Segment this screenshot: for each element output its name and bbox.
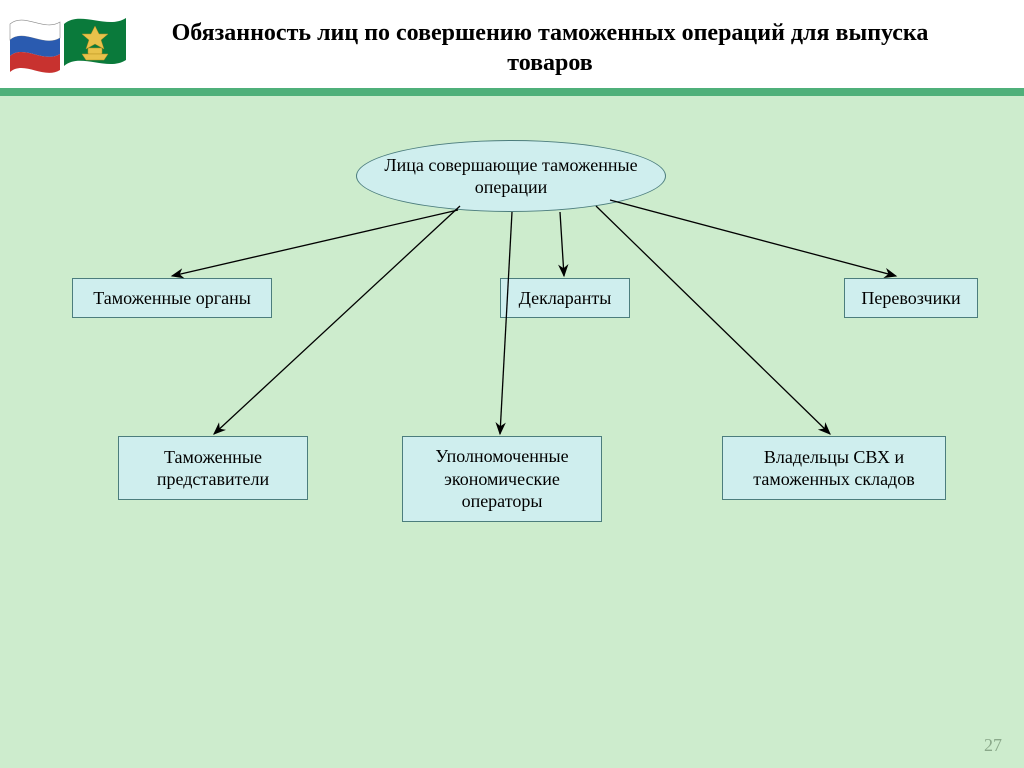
diagram-node-label: Таможенные органы [93, 287, 251, 310]
diagram-node-n4: Таможенные представители [118, 436, 308, 500]
diagram-node-label: Перевозчики [861, 287, 960, 310]
diagram-root-node: Лица совершающие таможенные операции [356, 140, 666, 212]
diagram-node-label: Уполномоченные экономические операторы [415, 445, 589, 513]
header-divider [0, 88, 1024, 96]
diagram-node-n1: Таможенные органы [72, 278, 272, 318]
diagram-node-n5: Уполномоченные экономические операторы [402, 436, 602, 522]
header-logo [4, 4, 154, 76]
slide: Обязанность лиц по совершению таможенных… [0, 0, 1024, 768]
diagram-node-label: Таможенные представители [131, 446, 295, 491]
customs-emblem-icon [64, 18, 126, 66]
diagram-node-n3: Перевозчики [844, 278, 978, 318]
diagram-node-label: Декларанты [519, 287, 612, 310]
russia-flag-icon [10, 20, 60, 73]
slide-header: Обязанность лиц по совершению таможенных… [0, 0, 1024, 88]
slide-title: Обязанность лиц по совершению таможенных… [160, 18, 940, 78]
diagram-root-label: Лица совершающие таможенные операции [375, 154, 647, 199]
page-number: 27 [984, 735, 1002, 756]
diagram-node-n2: Декларанты [500, 278, 630, 318]
diagram-node-label: Владельцы СВХ и таможенных складов [735, 446, 933, 491]
diagram-node-n6: Владельцы СВХ и таможенных складов [722, 436, 946, 500]
